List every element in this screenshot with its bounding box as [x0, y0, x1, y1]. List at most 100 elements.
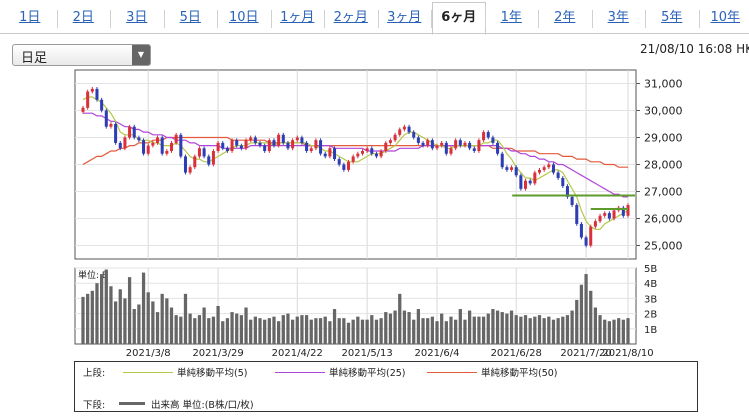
- tab-13[interactable]: 10年: [710, 10, 741, 25]
- period-select[interactable]: 日足 ▼: [12, 44, 151, 66]
- candle-body: [514, 167, 518, 176]
- tab-separator: [110, 10, 111, 28]
- x-tick-label: 2021/3/29: [192, 348, 243, 359]
- volume-bar: [300, 315, 304, 344]
- volume-panel-frame: [74, 267, 637, 345]
- tab-0[interactable]: 1日: [19, 10, 41, 25]
- tab-7[interactable]: 3ヶ月: [387, 10, 422, 25]
- volume-bar: [90, 290, 94, 344]
- tab-12[interactable]: 5年: [661, 10, 683, 25]
- volume-bar: [542, 318, 546, 344]
- volume-bar: [584, 274, 588, 344]
- tab-2[interactable]: 3日: [126, 10, 148, 25]
- volume-bar: [314, 318, 318, 344]
- candle-body: [556, 172, 560, 178]
- y-tick-label-price: 26,000: [644, 213, 683, 226]
- volume-bar: [155, 312, 160, 344]
- x-tick-label: 2021/6/28: [491, 348, 542, 359]
- volume-bar: [365, 319, 369, 344]
- candle-body: [295, 137, 299, 141]
- x-tick-label: 2021/7/20: [560, 348, 611, 359]
- volume-bar: [589, 290, 593, 344]
- candle-body: [253, 137, 257, 143]
- volume-bar: [207, 318, 211, 344]
- volume-bar: [421, 318, 425, 344]
- tab-4[interactable]: 10日: [228, 10, 259, 25]
- volume-bar: [160, 293, 164, 344]
- y-tick-label-price: 31,000: [644, 78, 683, 91]
- tab-separator: [645, 10, 646, 28]
- candle-body: [505, 167, 509, 170]
- tab-5[interactable]: 1ヶ月: [280, 10, 315, 25]
- candle-body: [118, 142, 122, 149]
- candle-body: [263, 145, 267, 151]
- volume-bar: [179, 316, 183, 344]
- tab-10[interactable]: 2年: [554, 10, 576, 25]
- candle-body: [146, 145, 150, 154]
- volume-bar: [258, 318, 262, 344]
- volume-bar: [435, 321, 439, 344]
- tab-separator: [270, 10, 272, 28]
- volume-bar: [607, 321, 611, 344]
- candle-body: [416, 137, 420, 143]
- volume-bar: [104, 269, 108, 344]
- tab-3[interactable]: 5日: [179, 10, 201, 25]
- candle-body: [174, 134, 178, 143]
- chevron-down-icon[interactable]: ▼: [132, 45, 150, 65]
- y-tick-label-price: 30,000: [644, 105, 683, 118]
- candle-body: [468, 142, 472, 149]
- volume-bar: [323, 316, 327, 344]
- candle-body: [244, 140, 248, 149]
- volume-bar: [547, 316, 551, 344]
- volume-bar: [561, 316, 565, 344]
- candle-body: [500, 153, 504, 168]
- candle-body: [90, 88, 94, 92]
- volume-bar: [444, 321, 448, 344]
- candle-body: [169, 142, 174, 151]
- volume-bar: [514, 315, 518, 344]
- candle-body: [95, 88, 99, 100]
- candle-body: [565, 186, 569, 197]
- volume-bar: [454, 319, 458, 344]
- candle-body: [179, 134, 183, 157]
- tab-6[interactable]: 2ヶ月: [333, 10, 368, 25]
- candle-body: [486, 132, 490, 138]
- candle-body: [593, 221, 597, 227]
- x-tick-label: 2021/5/13: [342, 348, 393, 359]
- candle-body: [537, 169, 542, 173]
- candle-body: [160, 137, 164, 154]
- volume-bar: [533, 316, 537, 344]
- candle-body: [472, 148, 476, 151]
- tab-8[interactable]: 6ヶ月: [432, 2, 486, 35]
- legend-sma25: 単純移動平均(25): [329, 368, 406, 379]
- volume-bar: [621, 319, 625, 344]
- x-tick-label: 2021/4/22: [272, 348, 323, 359]
- candle-body: [249, 137, 253, 141]
- legend-sma50-swatch: [427, 372, 477, 373]
- volume-bar: [86, 293, 90, 344]
- volume-bar: [239, 315, 244, 344]
- volume-bar: [416, 309, 421, 344]
- volume-bar: [309, 319, 313, 344]
- volume-bar: [360, 319, 365, 344]
- tab-11[interactable]: 3年: [607, 10, 629, 25]
- volume-bar: [225, 318, 230, 344]
- y-tick-label-price: 27,000: [644, 186, 683, 199]
- y-tick-label-volume: 3B: [644, 294, 657, 305]
- candle-body: [519, 175, 523, 189]
- y-tick-label-volume: 1B: [644, 325, 657, 336]
- x-tick-label: 2021/8/10: [602, 348, 653, 359]
- legend-sma5: 単純移動平均(5): [177, 368, 248, 379]
- candle-body: [128, 126, 132, 138]
- tab-9[interactable]: 1年: [500, 10, 522, 25]
- volume-bar: [211, 316, 216, 344]
- candle-body: [454, 140, 458, 149]
- tab-1[interactable]: 2日: [72, 10, 94, 25]
- volume-bar: [151, 301, 155, 344]
- candle-body: [309, 148, 313, 151]
- volume-bar: [346, 322, 351, 344]
- legend-sma25-swatch: [275, 372, 325, 373]
- candle-body: [137, 137, 141, 141]
- volume-bar: [430, 316, 434, 344]
- y-tick-label-volume: 2B: [644, 310, 657, 321]
